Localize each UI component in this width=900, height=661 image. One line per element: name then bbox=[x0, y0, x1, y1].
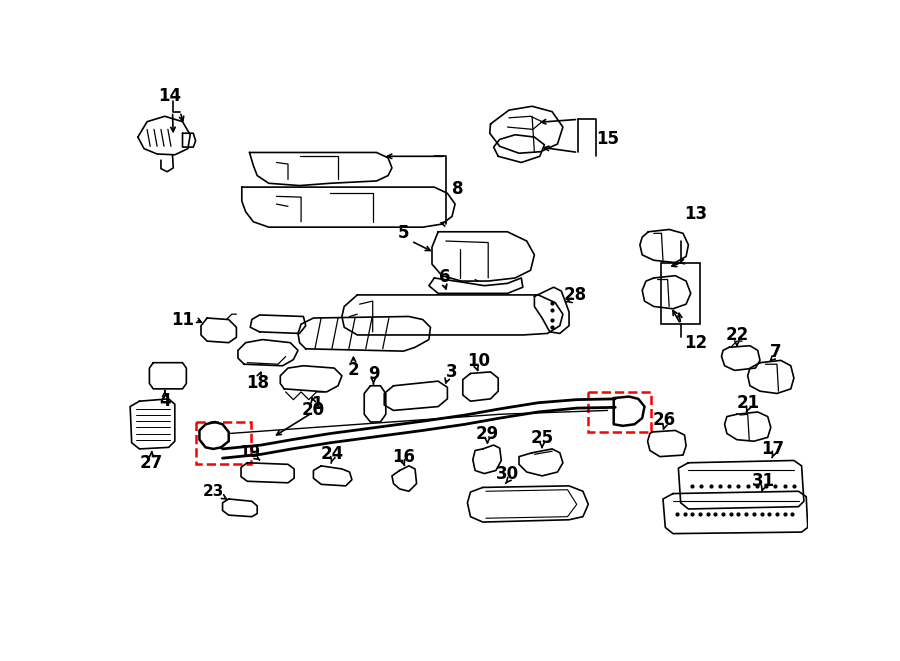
Text: 3: 3 bbox=[446, 363, 458, 381]
Text: 14: 14 bbox=[158, 87, 182, 105]
Text: 15: 15 bbox=[596, 130, 619, 147]
Text: 21: 21 bbox=[736, 394, 760, 412]
Text: 19: 19 bbox=[238, 444, 260, 459]
Bar bbox=[195, 422, 251, 464]
Text: 5: 5 bbox=[398, 224, 410, 243]
Text: 30: 30 bbox=[496, 465, 519, 483]
Text: 11: 11 bbox=[171, 311, 194, 329]
Text: 31: 31 bbox=[752, 472, 775, 490]
Text: 26: 26 bbox=[653, 410, 676, 429]
Text: 7: 7 bbox=[770, 343, 781, 361]
Text: 27: 27 bbox=[140, 454, 163, 472]
Text: 22: 22 bbox=[725, 326, 749, 344]
Text: 10: 10 bbox=[467, 352, 490, 370]
Text: 4: 4 bbox=[159, 392, 171, 410]
Text: 9: 9 bbox=[368, 366, 379, 383]
Bar bbox=[662, 262, 700, 324]
Text: 8: 8 bbox=[452, 180, 464, 198]
Text: 17: 17 bbox=[761, 440, 785, 458]
Text: 12: 12 bbox=[685, 334, 707, 352]
Text: 1: 1 bbox=[310, 395, 322, 413]
Text: 23: 23 bbox=[202, 484, 224, 499]
Text: 25: 25 bbox=[530, 429, 554, 447]
Text: 29: 29 bbox=[476, 424, 500, 442]
Text: 18: 18 bbox=[246, 375, 269, 393]
Text: 6: 6 bbox=[438, 268, 450, 286]
Bar bbox=[589, 392, 652, 432]
Text: 16: 16 bbox=[392, 447, 415, 465]
Text: 28: 28 bbox=[563, 286, 587, 304]
Text: 2: 2 bbox=[347, 362, 359, 379]
Text: 13: 13 bbox=[685, 205, 707, 223]
Text: 20: 20 bbox=[302, 401, 325, 420]
Text: 24: 24 bbox=[320, 446, 344, 463]
